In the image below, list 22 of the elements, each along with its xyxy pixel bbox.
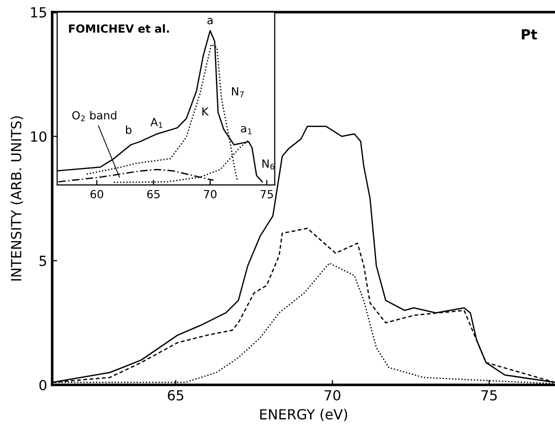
x-tick-label: 65 bbox=[168, 390, 184, 401]
y-tick-label: 15 bbox=[31, 7, 46, 18]
x-axis-title: ENERGY (eV) bbox=[260, 408, 348, 422]
annotation: K bbox=[202, 107, 209, 116]
annotation: a bbox=[207, 18, 213, 24]
x-tick-label: 60 bbox=[90, 190, 104, 198]
annotation: FOMICHEV et al. bbox=[69, 24, 169, 33]
annotation: a$_{1}$ bbox=[240, 126, 252, 134]
annotation: O$_{2}$ band bbox=[72, 110, 116, 122]
annotation: N$_{7}$ bbox=[232, 87, 244, 98]
y-axis-title: INTENSITY (ARB. UNITS) bbox=[10, 116, 24, 281]
x-tick-label: 70 bbox=[204, 190, 216, 198]
x-tick-label: 70 bbox=[324, 390, 340, 401]
annotation: b bbox=[126, 125, 132, 134]
y-tick-label: 0 bbox=[39, 380, 46, 390]
annotation: A$_{1}$ bbox=[150, 118, 162, 128]
x-tick-label: 75 bbox=[481, 390, 497, 401]
y-tick-label: 10 bbox=[31, 131, 46, 142]
y-tick-label: 5 bbox=[40, 256, 46, 266]
annotation: Pt bbox=[522, 29, 538, 40]
x-tick-label: 65 bbox=[147, 190, 160, 198]
x-tick-label: 75 bbox=[260, 190, 273, 198]
